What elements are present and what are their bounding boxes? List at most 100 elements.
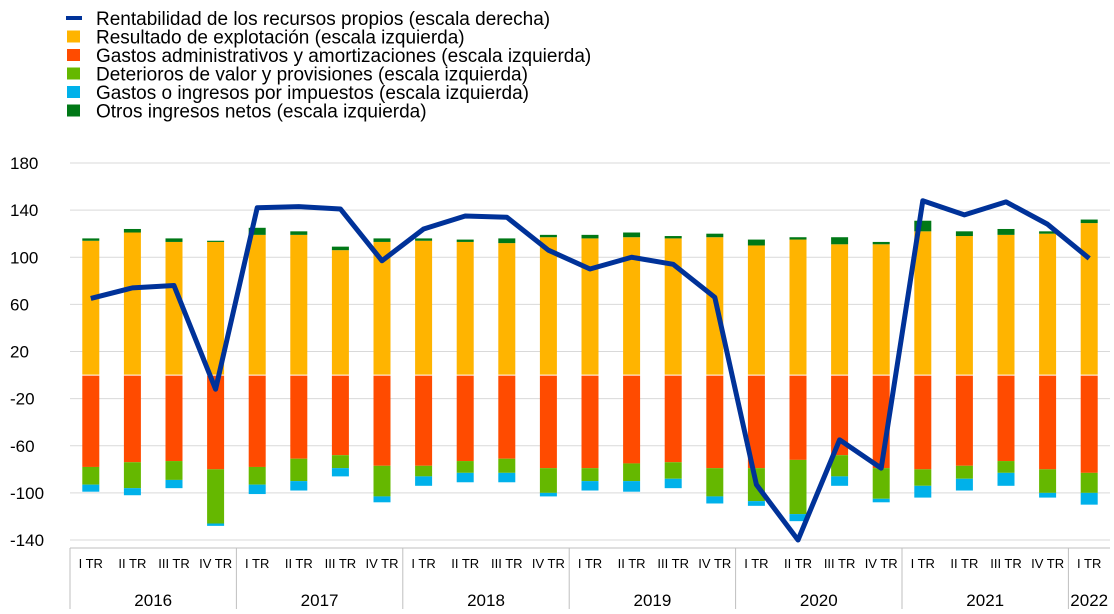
bar xyxy=(581,468,599,482)
bar xyxy=(997,228,1015,235)
bar xyxy=(623,237,641,376)
bar xyxy=(914,485,932,498)
bar xyxy=(373,238,391,242)
bar xyxy=(1039,233,1057,376)
legend-swatch xyxy=(67,86,80,98)
bar xyxy=(747,375,765,469)
bar xyxy=(1080,219,1098,224)
bar xyxy=(290,481,308,491)
legend-label: Otros ingresos netos (escala izquierda) xyxy=(96,102,427,123)
y-tick-label: -100 xyxy=(10,484,44,503)
x-tick-label: III TR xyxy=(325,556,357,571)
bar xyxy=(914,375,932,470)
year-label: 2020 xyxy=(800,591,838,609)
x-tick-label: III TR xyxy=(824,556,856,571)
bar xyxy=(955,236,973,376)
bar xyxy=(290,375,308,459)
x-tick-label: I TR xyxy=(411,556,435,571)
bar xyxy=(331,250,349,376)
bar xyxy=(331,455,349,469)
bar xyxy=(1080,375,1098,473)
bar xyxy=(872,244,890,376)
bar xyxy=(706,468,724,497)
bar xyxy=(498,458,516,473)
x-tick-label: IV TR xyxy=(698,556,731,571)
bar xyxy=(331,375,349,456)
bar xyxy=(623,463,641,482)
legend-swatch xyxy=(67,49,80,61)
bar xyxy=(165,375,183,462)
x-tick-label: II TR xyxy=(618,556,646,571)
bar xyxy=(207,375,225,470)
bar xyxy=(706,496,724,504)
bar xyxy=(373,496,391,503)
bar xyxy=(248,466,266,485)
year-label: 2017 xyxy=(301,591,339,609)
bar xyxy=(248,227,266,235)
bar xyxy=(1080,223,1098,376)
bar xyxy=(456,241,474,376)
bar xyxy=(456,375,474,462)
x-tick-label: I TR xyxy=(79,556,103,571)
bar xyxy=(373,241,391,376)
x-tick-label: IV TR xyxy=(532,556,565,571)
y-tick-label: 140 xyxy=(10,201,38,220)
bar xyxy=(581,481,599,491)
bar xyxy=(207,241,225,376)
bar xyxy=(539,492,557,497)
bar xyxy=(914,231,932,376)
y-tick-label: 20 xyxy=(10,343,29,362)
line xyxy=(90,198,1091,543)
bar xyxy=(789,237,807,240)
bar xyxy=(914,469,932,486)
bar xyxy=(123,228,141,233)
bar xyxy=(498,472,516,483)
x-tick-label: III TR xyxy=(158,556,190,571)
bar xyxy=(123,488,141,496)
year-label: 2019 xyxy=(633,591,671,609)
bar xyxy=(1080,492,1098,505)
bar xyxy=(997,461,1015,473)
bar xyxy=(872,468,890,499)
bar xyxy=(1039,492,1057,498)
bar xyxy=(955,231,973,237)
x-tick-label: II TR xyxy=(118,556,146,571)
x-tick-label: IV TR xyxy=(199,556,232,571)
bar xyxy=(623,232,641,238)
bar xyxy=(831,455,849,477)
bar xyxy=(123,375,141,463)
x-tick-label: IV TR xyxy=(1031,556,1064,571)
y-tick-label: 100 xyxy=(10,248,38,267)
legend-swatch xyxy=(67,104,80,117)
bar xyxy=(415,375,433,466)
legend-label: Deterioros de valor y provisiones (escal… xyxy=(96,65,528,86)
bar xyxy=(1039,231,1057,234)
bar xyxy=(1080,472,1098,493)
bar xyxy=(165,238,183,242)
bar xyxy=(248,375,266,467)
year-label: 2021 xyxy=(966,591,1004,609)
bar xyxy=(539,237,557,376)
bar xyxy=(82,466,100,485)
x-tick-label: II TR xyxy=(285,556,313,571)
bar xyxy=(123,462,141,489)
bar xyxy=(498,375,516,459)
x-tick-label: I TR xyxy=(245,556,269,571)
x-tick-label: I TR xyxy=(1077,556,1101,571)
legend-label: Rentabilidad de los recursos propios (es… xyxy=(96,9,550,30)
bar xyxy=(831,244,849,376)
bar xyxy=(373,465,391,497)
year-label: 2016 xyxy=(134,591,172,609)
bar xyxy=(456,461,474,473)
x-tick-label: II TR xyxy=(784,556,812,571)
bar xyxy=(290,234,308,376)
x-tick-label: I TR xyxy=(744,556,768,571)
x-tick-label: II TR xyxy=(451,556,479,571)
bar xyxy=(664,462,682,479)
bar xyxy=(831,476,849,486)
legend-label: Resultado de explotación (escala izquier… xyxy=(96,28,465,49)
bar xyxy=(747,245,765,376)
bar xyxy=(997,375,1015,462)
x-tick-label: III TR xyxy=(657,556,689,571)
